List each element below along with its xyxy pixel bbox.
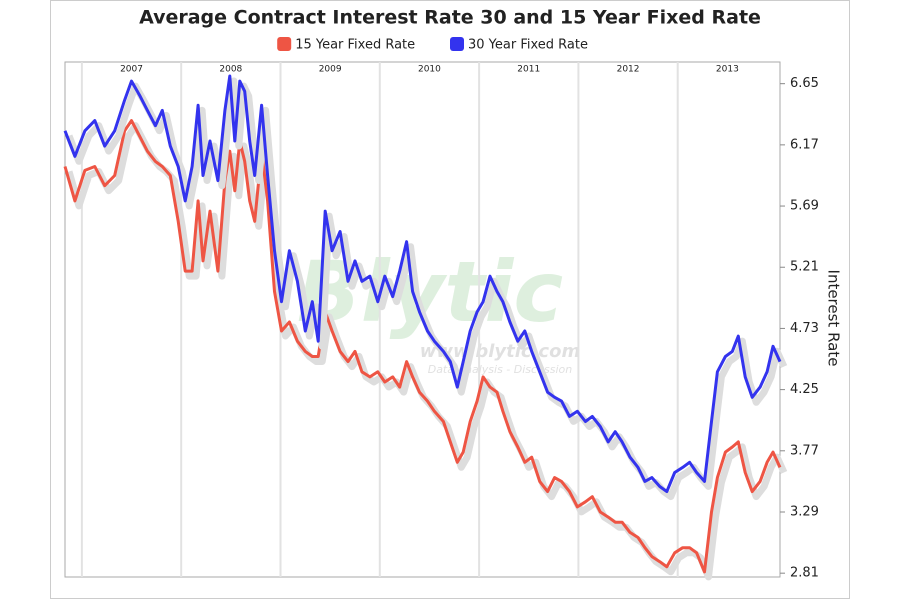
legend-label: 30 Year Fixed Rate	[468, 38, 588, 53]
series-line	[63, 74, 782, 494]
y-axis-label: Interest Rate	[825, 270, 843, 367]
legend-swatch	[277, 37, 292, 51]
x-tick-label: 2012	[617, 65, 640, 75]
x-tick-label: 2011	[517, 65, 540, 75]
series-line	[63, 119, 782, 574]
legend-label: 15 Year Fixed Rate	[295, 38, 415, 53]
legend: 15 Year Fixed Rate 30 Year Fixed Rate	[277, 37, 588, 53]
x-tick-label: 2008	[219, 65, 242, 75]
y-tick-label: 3.29	[790, 504, 819, 519]
y-tick-label: 6.65	[790, 76, 819, 91]
line-shadow	[65, 77, 788, 501]
y-tick-label: 4.73	[790, 321, 819, 336]
watermark-url: www.blytic.com	[420, 341, 580, 362]
y-tick-label: 6.17	[790, 137, 819, 152]
x-tick-label: 2013	[716, 65, 739, 75]
legend-swatch	[450, 37, 464, 51]
chart-title: Average Contract Interest Rate 30 and 15…	[139, 7, 761, 29]
x-tick-label: 2009	[319, 65, 342, 75]
y-tick-label: 5.69	[790, 199, 819, 214]
x-tick-label: 2007	[120, 65, 143, 75]
y-tick-label: 2.81	[790, 566, 819, 581]
y-tick-label: 5.21	[790, 260, 819, 275]
x-tick-label: 2010	[418, 65, 441, 75]
y-tick-label: 4.25	[790, 382, 819, 397]
y-tick-label: 3.77	[790, 443, 819, 458]
